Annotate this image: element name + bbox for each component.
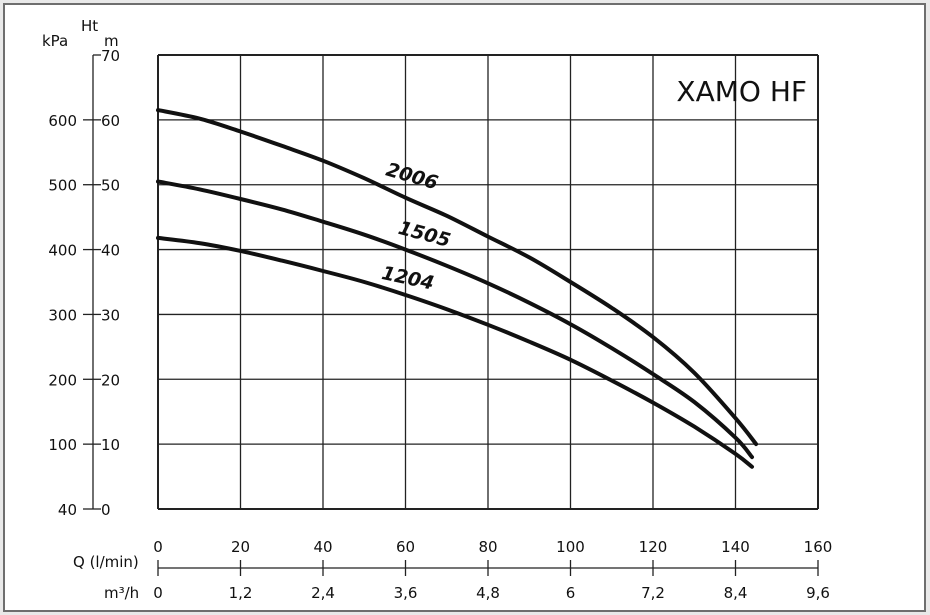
m-tick-label: 40: [101, 242, 120, 260]
q-tick-label: 120: [639, 538, 668, 556]
q-tick-label: 80: [478, 538, 497, 556]
kpa-tick-label: 600: [48, 112, 77, 130]
m-tick-label: 50: [101, 177, 120, 195]
kpa-tick-label: 40: [58, 501, 77, 519]
m3h-tick-label: 3,6: [394, 584, 418, 602]
q-tick-label: 60: [396, 538, 415, 556]
curve-2006: [156, 108, 759, 447]
q-tick-label: 40: [313, 538, 332, 556]
kpa-tick-label: 300: [48, 306, 77, 324]
ht-axis-label: Ht: [81, 17, 98, 35]
q-tick-label: 100: [556, 538, 585, 556]
kpa-tick-label: 100: [48, 436, 77, 454]
chart-frame: [3, 3, 926, 612]
m3h-axis-label: m³/h: [104, 584, 139, 602]
m-tick-label: 20: [101, 371, 120, 389]
m-tick-label: 10: [101, 436, 120, 454]
m3h-tick-label: 8,4: [724, 584, 748, 602]
kpa-tick-label: 500: [48, 177, 77, 195]
ticks: [83, 54, 819, 576]
curve-label-2006: 2006: [383, 159, 440, 195]
m3h-tick-label: 1,2: [229, 584, 253, 602]
curve-label-1505: 1505: [396, 217, 453, 252]
m3h-tick-label: 6: [566, 584, 576, 602]
m3h-tick-label: 7,2: [641, 584, 665, 602]
m-tick-label: 0: [101, 501, 111, 519]
m3h-tick-label: 9,6: [806, 584, 830, 602]
grid: [157, 54, 819, 510]
m3h-tick-label: 4,8: [476, 584, 500, 602]
kpa-tick-label: 200: [48, 371, 77, 389]
m-tick-label: 60: [101, 112, 120, 130]
labels: kPa Ht m Q (l/min) m³/h 0102030405060704…: [42, 17, 832, 602]
chart-title: XAMO HF: [676, 75, 807, 108]
kpa-axis-label: kPa: [42, 32, 68, 50]
curve-1505: [156, 179, 754, 460]
q-tick-label: 20: [231, 538, 250, 556]
m-tick-label: 70: [101, 47, 120, 65]
m-tick-label: 30: [101, 306, 120, 324]
curve-1204: [156, 235, 754, 469]
curves: [156, 108, 759, 469]
q-axis-label: Q (l/min): [73, 553, 139, 571]
kpa-tick-label: 400: [48, 242, 77, 260]
m3h-tick-label: 2,4: [311, 584, 335, 602]
q-tick-label: 160: [804, 538, 833, 556]
q-tick-label: 0: [153, 538, 163, 556]
m3h-tick-label: 0: [153, 584, 163, 602]
q-tick-label: 140: [721, 538, 750, 556]
m-axis-label: m: [104, 32, 119, 50]
